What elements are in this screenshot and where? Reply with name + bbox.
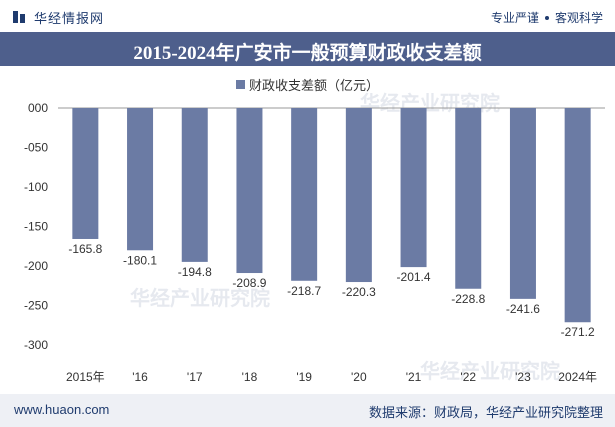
title-bar: 2015-2024年广安市一般预算财政收支差额 (0, 32, 615, 66)
watermark-text: 华经产业研究院 (130, 286, 270, 310)
x-tick-label: '16 (132, 370, 148, 384)
data-label: -220.3 (342, 285, 376, 299)
label-layer: -165.8 2015年 -180.1 '16 -194.8 '17 -208.9 '18 -2… (66, 242, 597, 384)
x-tick-label: 2024年 (558, 370, 597, 384)
data-label: -241.6 (506, 302, 540, 316)
bar (181, 108, 208, 262)
slogan: 专业严谨 客观科学 (491, 9, 603, 26)
bar (291, 108, 318, 281)
x-tick-label: '18 (242, 370, 258, 384)
website-link[interactable]: www.huaon.com (14, 402, 110, 417)
logo-icon (13, 11, 25, 23)
data-label: -228.8 (451, 292, 485, 306)
bar (127, 108, 154, 251)
bar-layer (72, 108, 591, 323)
bar (400, 108, 427, 268)
y-tick-label: -300 (24, 338, 48, 352)
x-tick-label: '20 (351, 370, 367, 384)
x-tick-label: '22 (460, 370, 476, 384)
bar (455, 108, 482, 289)
x-tick-label: '17 (187, 370, 203, 384)
y-tick-label: -050 (24, 141, 48, 155)
x-tick-label: '21 (406, 370, 422, 384)
bullet-dot-icon (544, 15, 549, 20)
data-label: -165.8 (68, 242, 102, 256)
top-bar: 华经情报网 专业严谨 客观科学 (0, 0, 615, 32)
footer: www.huaon.com 数据来源：财政局，华经产业研究院整理 (0, 394, 615, 427)
logo: 华经情报网 (12, 8, 104, 26)
y-tick-label: -100 (24, 180, 48, 194)
bar (236, 108, 263, 274)
legend-label: 财政收支差额（亿元） (248, 78, 379, 93)
bar (564, 108, 591, 323)
y-tick-label: -200 (24, 259, 48, 273)
legend-swatch (235, 80, 245, 89)
x-tick-label: '19 (296, 370, 312, 384)
watermark-text: 华经产业研究院 (420, 359, 560, 383)
data-label: -271.2 (561, 325, 595, 339)
bar (345, 108, 372, 283)
data-label: -218.7 (287, 284, 321, 298)
data-source: 数据来源：财政局，华经产业研究院整理 (368, 405, 603, 420)
y-tick-label: -150 (24, 220, 48, 234)
logo-text: 华经情报网 (34, 10, 105, 26)
y-tick-label: 000 (28, 101, 48, 115)
bar (509, 108, 536, 299)
x-tick-label: '23 (515, 370, 531, 384)
chart-title: 2015-2024年广安市一般预算财政收支差额 (133, 43, 482, 64)
slogan-left: 专业严谨 (490, 11, 539, 25)
data-label: -201.4 (397, 270, 431, 284)
x-tick-label: 2015年 (66, 370, 105, 384)
data-label: -194.8 (178, 265, 212, 279)
data-label: -180.1 (123, 253, 157, 267)
chart-legend: 财政收支差额（亿元） (0, 75, 615, 94)
bar (72, 108, 99, 239)
y-tick-label: -250 (24, 299, 48, 313)
slogan-right: 客观科学 (554, 11, 603, 25)
watermark-layer: 华经产业研究院 华经产业研究院 华经产业研究院 (130, 91, 560, 383)
bar-chart: 华经产业研究院 华经产业研究院 华经产业研究院 000 -050 -100 -150 -… (24, 91, 605, 384)
data-label: -208.9 (232, 276, 266, 290)
